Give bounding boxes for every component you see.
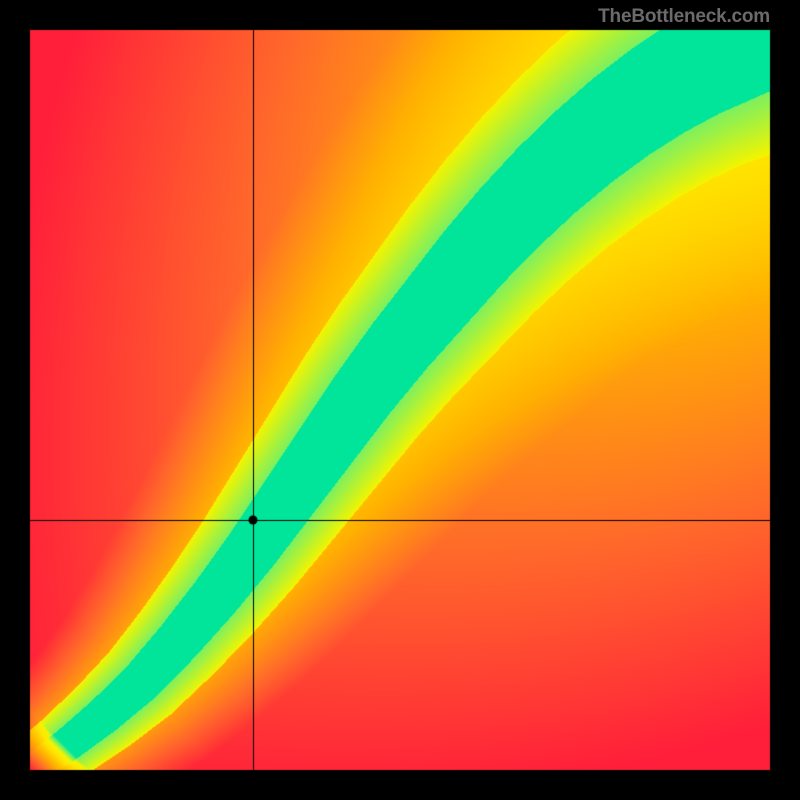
bottleneck-heatmap-container: TheBottleneck.com <box>0 0 800 800</box>
bottleneck-heatmap-canvas <box>0 0 800 800</box>
watermark-label: TheBottleneck.com <box>598 6 770 28</box>
